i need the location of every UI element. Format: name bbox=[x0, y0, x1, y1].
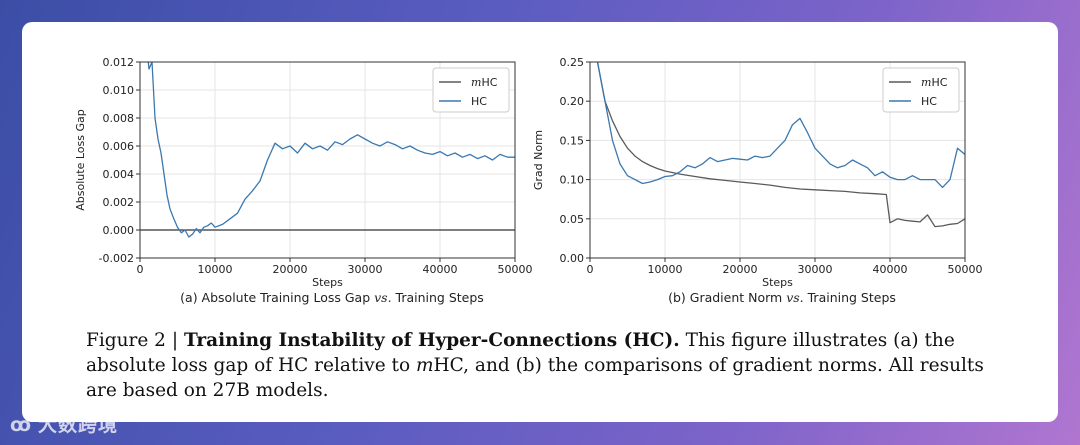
figure-card: 0 10000 20000 30000 40000 50000 -0.002 0.000 0.0… bbox=[22, 22, 1058, 422]
legend-label-hc: HC bbox=[471, 95, 487, 108]
legend-label-hc: HC bbox=[921, 95, 937, 108]
y-tick-label: 0.05 bbox=[560, 213, 585, 226]
y-tick-label: 0.010 bbox=[103, 84, 135, 97]
x-tick-label: 0 bbox=[587, 263, 594, 276]
plot-frame bbox=[139, 61, 516, 259]
subcaption-b: (b) Gradient Norm vs. Training Steps bbox=[668, 290, 896, 305]
y-tick-label: 0.004 bbox=[103, 168, 135, 181]
y-tick-label: 0.012 bbox=[103, 56, 135, 69]
caption-label: Figure 2 | bbox=[86, 330, 184, 351]
y-tick-label: 0.000 bbox=[103, 224, 135, 237]
caption-title: Training Instability of Hyper-Connection… bbox=[183, 330, 680, 351]
caption-text-2: HC, and (b) the comparisons of gradient … bbox=[86, 355, 984, 401]
x-tick-label: 30000 bbox=[348, 263, 383, 276]
y-tick-label: 0.006 bbox=[103, 140, 135, 153]
legend-label-mhc: mHC bbox=[921, 76, 948, 89]
caption-italic-m: m bbox=[415, 355, 434, 376]
x-tick-label: 40000 bbox=[873, 263, 908, 276]
y-tick-label: 0.10 bbox=[560, 174, 585, 187]
x-axis-label: Steps bbox=[762, 276, 793, 289]
x-tick-label: 10000 bbox=[648, 263, 683, 276]
chart-loss-gap: 0 10000 20000 30000 40000 50000 -0.002 0.000 0.0… bbox=[74, 56, 533, 289]
y-tick-label: 0.15 bbox=[560, 134, 585, 147]
x-axis-label: Steps bbox=[312, 276, 343, 289]
series-line-hc bbox=[596, 62, 965, 189]
caption-text-1: This figure illustrates (a) the absolute… bbox=[86, 330, 955, 376]
figure-caption: Figure 2 | Training Instability of Hyper… bbox=[86, 328, 1016, 403]
x-tick-label: 20000 bbox=[273, 263, 308, 276]
plot-frame bbox=[589, 61, 966, 259]
y-tick-label: 0.002 bbox=[103, 196, 135, 209]
legend-label-mhc: mHC bbox=[471, 76, 498, 89]
x-tick-label: 10000 bbox=[198, 263, 233, 276]
y-tick-label: 0.00 bbox=[560, 252, 585, 265]
watermark: ꝏ 大数跨境 bbox=[10, 410, 118, 437]
x-tick-label: 40000 bbox=[423, 263, 458, 276]
x-tick-label: 50000 bbox=[948, 263, 983, 276]
y-tick-label: 0.25 bbox=[560, 56, 585, 69]
y-tick-label: -0.002 bbox=[99, 252, 134, 265]
y-axis-label: Grad Norm bbox=[532, 130, 545, 190]
watermark-text: 大数跨境 bbox=[38, 414, 119, 436]
chart-grad-norm: 0 10000 20000 30000 40000 50000 0.00 0.05 0.10 0.… bbox=[532, 56, 983, 289]
logo-icon: ꝏ bbox=[10, 414, 33, 436]
y-axis-label: Absolute Loss Gap bbox=[74, 109, 87, 210]
series-line-mhc bbox=[596, 62, 965, 228]
x-tick-label: 0 bbox=[137, 263, 144, 276]
x-tick-label: 30000 bbox=[798, 263, 833, 276]
x-tick-label: 50000 bbox=[498, 263, 533, 276]
subcaption-a: (a) Absolute Training Loss Gap vs. Train… bbox=[180, 290, 484, 305]
series-line-hc bbox=[143, 62, 515, 238]
x-tick-label: 20000 bbox=[723, 263, 758, 276]
y-tick-label: 0.20 bbox=[560, 95, 585, 108]
y-tick-label: 0.008 bbox=[103, 112, 135, 125]
